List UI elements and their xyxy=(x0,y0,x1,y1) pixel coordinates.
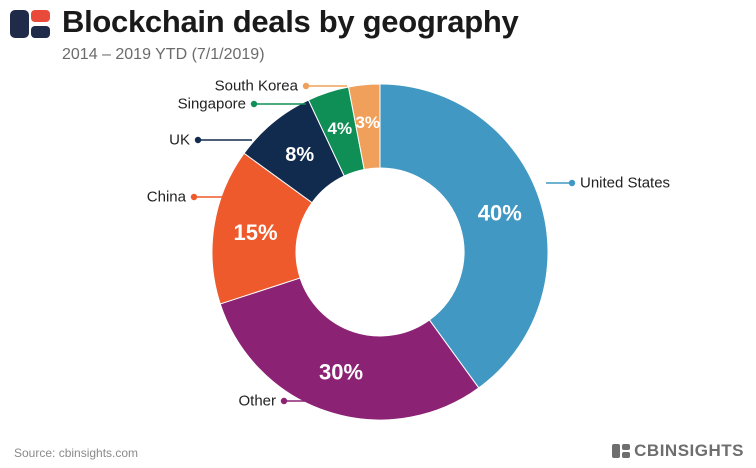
value-label-singapore: 4% xyxy=(328,119,353,138)
source-note: Source: cbinsights.com xyxy=(14,446,139,460)
category-label-uk: UK xyxy=(169,132,190,149)
category-label-singapore: Singapore xyxy=(178,96,246,113)
slice-south-korea xyxy=(347,83,381,171)
cb-insights-logo-icon xyxy=(612,444,631,458)
value-label-united-states: 40% xyxy=(478,201,522,226)
value-label-uk: 8% xyxy=(285,144,314,166)
category-label-china: China xyxy=(147,189,187,206)
chart-title: Blockchain deals by geography xyxy=(62,4,519,39)
value-label-other: 30% xyxy=(319,359,363,384)
leader-dot-south-korea xyxy=(302,82,310,90)
leader-dot-united-states xyxy=(568,179,576,187)
value-label-south-korea: 3% xyxy=(355,113,380,132)
leader-dot-other xyxy=(280,397,288,405)
category-label-united-states: United States xyxy=(580,175,670,192)
brand-name: CBINSIGHTS xyxy=(634,441,744,460)
category-label-south-korea: South Korea xyxy=(215,78,299,95)
leader-dot-singapore xyxy=(250,100,258,108)
category-label-other: Other xyxy=(238,393,276,410)
value-label-china: 15% xyxy=(234,220,278,245)
slice-other xyxy=(219,277,480,421)
brand-footer: CBINSIGHTS xyxy=(612,440,744,462)
leader-dot-china xyxy=(190,193,198,201)
cb-insights-logo-icon xyxy=(10,10,50,38)
leader-dot-uk xyxy=(194,136,202,144)
chart-subtitle: 2014 – 2019 YTD (7/1/2019) xyxy=(62,46,265,63)
slice-united-states xyxy=(379,83,549,389)
